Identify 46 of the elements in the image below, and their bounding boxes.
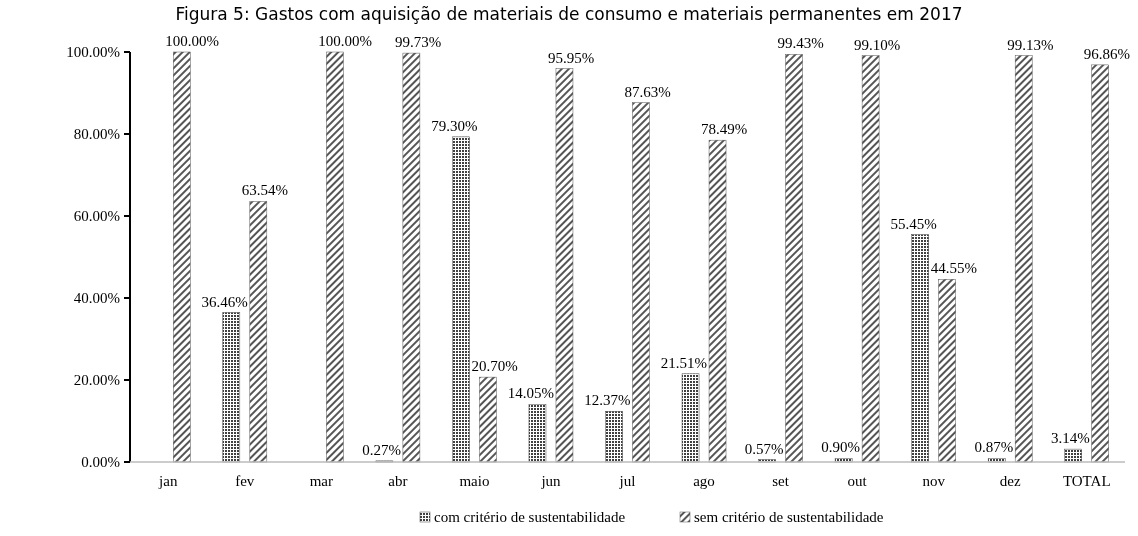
chart-title: Figura 5: Gastos com aquisição de materiais de consumo e materiais permanentes em 2017 xyxy=(175,4,963,24)
y-tick-label: 0.00% xyxy=(81,454,120,470)
y-tick-label: 40.00% xyxy=(73,290,120,306)
y-tick-label: 60.00% xyxy=(73,208,120,224)
data-label: 0.90% xyxy=(821,439,861,456)
data-label: 3.14% xyxy=(1050,430,1090,447)
y-tick-label: 80.00% xyxy=(73,126,120,142)
data-label: 0.87% xyxy=(974,439,1014,456)
x-tick-label: fev xyxy=(235,473,255,489)
data-label: 12.37% xyxy=(584,392,631,409)
data-label: 44.55% xyxy=(930,260,977,277)
data-label: 95.95% xyxy=(547,49,595,66)
data-label: 14.05% xyxy=(507,385,554,402)
x-tick-label: out xyxy=(847,473,868,489)
x-tick-label: set xyxy=(772,473,790,489)
y-tick-label: 100.00% xyxy=(66,44,120,60)
data-label: 99.43% xyxy=(777,35,824,52)
x-tick-label: dez xyxy=(999,473,1021,489)
x-tick-label: maio xyxy=(459,473,490,489)
data-label: 79.30% xyxy=(431,117,478,134)
x-tick-label: TOTAL xyxy=(1062,473,1111,489)
data-label: 99.13% xyxy=(1007,36,1054,53)
data-label: 21.51% xyxy=(660,354,708,371)
x-tick-label: jul xyxy=(618,473,636,489)
data-label: 99.73% xyxy=(394,34,442,51)
data-label: 96.86% xyxy=(1083,45,1130,62)
legend-label: sem critério de sustentabilidade xyxy=(694,509,884,525)
x-tick-label: jan xyxy=(158,473,178,489)
data-label: 100.00% xyxy=(165,33,220,49)
y-tick-label: 20.00% xyxy=(73,372,120,388)
data-label: 78.49% xyxy=(701,121,748,138)
data-label: 0.57% xyxy=(744,440,784,457)
x-tick-label: mar xyxy=(309,473,334,489)
data-label: 55.45% xyxy=(890,215,937,232)
data-label: 63.54% xyxy=(241,182,289,199)
data-label: 99.10% xyxy=(854,36,901,53)
data-label: 0.27% xyxy=(362,441,401,458)
x-tick-label: jun xyxy=(540,473,562,489)
legend-label: com critério de sustentabilidade xyxy=(434,509,626,525)
x-tick-label: nov xyxy=(922,473,946,489)
data-label: 20.70% xyxy=(471,358,518,375)
data-label: 87.63% xyxy=(624,83,671,100)
data-label: 100.00% xyxy=(318,33,373,49)
x-tick-label: ago xyxy=(693,473,715,489)
x-tick-label: abr xyxy=(388,473,408,489)
data-label: 36.46% xyxy=(201,293,248,310)
